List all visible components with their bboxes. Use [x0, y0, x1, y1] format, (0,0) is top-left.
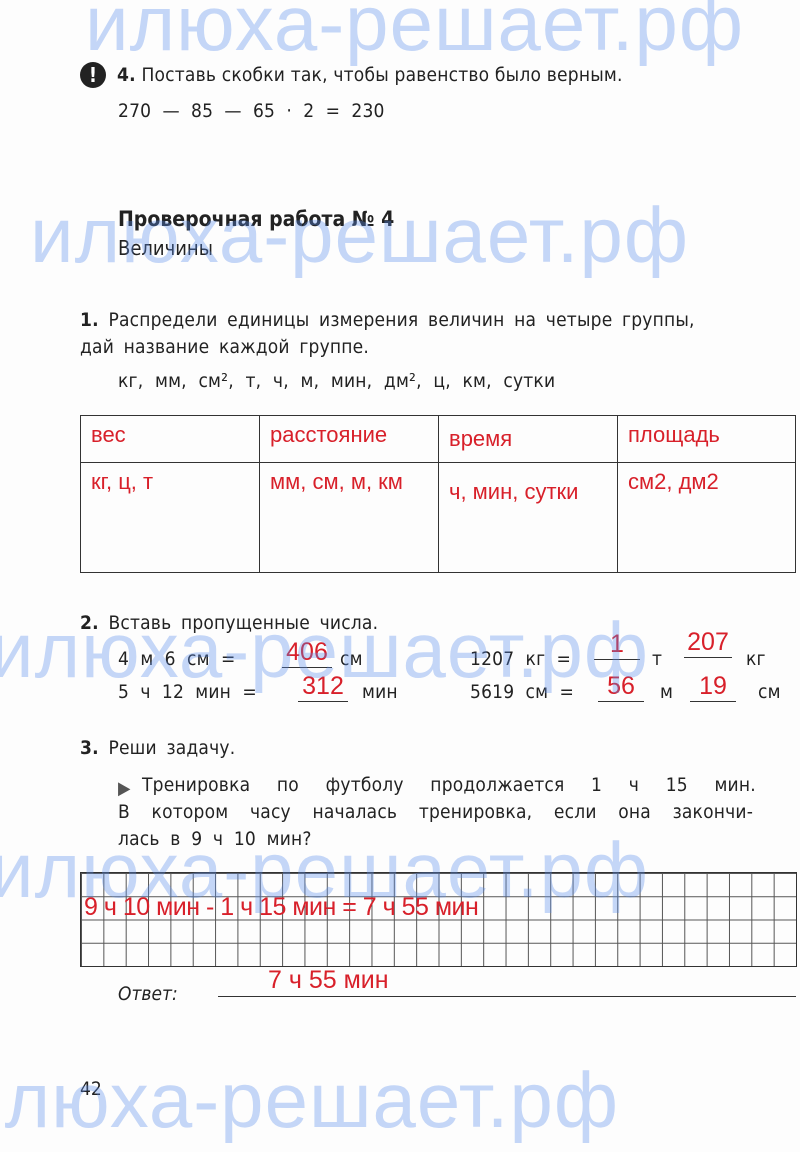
table-cell: ч, мин, сутки [438, 462, 618, 573]
task3-number: 3. [80, 737, 99, 759]
eq2-left: 5 ч 12 мин = [118, 681, 257, 703]
unit: т, [245, 370, 262, 392]
important-icon: ! [80, 62, 106, 88]
page-number: 42 [80, 1078, 102, 1100]
eq1-left: 4 м 6 см = [118, 648, 236, 670]
unit: мин, [330, 370, 373, 392]
task2-number: 2. [80, 612, 99, 634]
problem-line: лась в 9 ч 10 мин? [118, 828, 312, 850]
eq2-answer[interactable]: 312 [298, 672, 348, 702]
watermark: илюха-решает.рф [0, 1056, 619, 1144]
unit: мм, [154, 370, 187, 392]
task1-units: кг, мм, см², т, ч, м, мин, дм², ц, км, с… [118, 370, 555, 392]
task4-number: 4. [117, 64, 136, 86]
header-cell: время [438, 415, 618, 463]
task1-text: Распредели единицы измерения величин на … [108, 309, 695, 331]
eq2-unit: мин [362, 681, 398, 703]
unit: дм², [383, 370, 422, 392]
eq4-answer2[interactable]: 19 [690, 672, 736, 702]
answer-line[interactable] [218, 996, 796, 997]
eq4-unit1: м [660, 681, 674, 703]
table-row: кг, ц, т мм, см, м, км ч, мин, сутки см2… [80, 462, 796, 573]
eq1-unit: см [340, 648, 363, 670]
task3-heading: 3. Реши задачу. [80, 737, 235, 759]
table-cell: см2, дм2 [617, 462, 796, 573]
table-cell: мм, см, м, км [259, 462, 439, 573]
header-cell: площадь [617, 415, 796, 463]
eq4-answer1[interactable]: 56 [598, 672, 644, 702]
task1-number: 1. [80, 309, 99, 331]
unit: см², [198, 370, 234, 392]
task4-heading: 4. Поставь скобки так, чтобы равенство б… [117, 64, 623, 86]
answer-text: 7 ч 55 мин [268, 966, 389, 994]
solution-text: 9 ч 10 мин - 1 ч 15 мин = 7 ч 55 мин [84, 893, 479, 921]
test-title: Проверочная работа № 4 [118, 207, 395, 231]
test-subtitle: Величины [118, 236, 213, 260]
eq1-answer[interactable]: 406 [282, 638, 332, 668]
task2-heading: 2. Вставь пропущенные числа. [80, 612, 378, 634]
task3-text: Реши задачу. [108, 737, 236, 759]
eq4-unit2: см [758, 681, 781, 703]
header-cell: вес [80, 415, 260, 463]
eq3-answer1[interactable]: 1 [594, 630, 640, 660]
task1-line2: дай название каждой группе. [80, 336, 370, 358]
task4-text: Поставь скобки так, чтобы равенство было… [141, 64, 623, 86]
unit: сутки [503, 370, 556, 392]
task4-expression: 270 — 85 — 65 · 2 = 230 [118, 100, 385, 122]
problem-line: В котором часу началась тренировка, если… [118, 801, 754, 823]
eq3-left: 1207 кг = [470, 648, 572, 670]
table-cell: кг, ц, т [80, 462, 260, 573]
unit: ч, [272, 370, 289, 392]
header-cell: расстояние [259, 415, 439, 463]
unit: ц, [433, 370, 451, 392]
task2-text: Вставь пропущенные числа. [108, 612, 379, 634]
answer-label: Ответ: [118, 983, 178, 1005]
unit: м, [300, 370, 320, 392]
unit: км, [462, 370, 492, 392]
solution-grid[interactable] [80, 872, 797, 967]
eq4-left: 5619 см = [470, 681, 575, 703]
watermark: илюха-решает.рф [85, 0, 744, 67]
task1-line1: 1. Распредели единицы измерения величин … [80, 309, 695, 331]
eq3-unit1: т [652, 648, 663, 670]
table-header-row: вес расстояние время площадь [80, 415, 796, 463]
eq3-unit2: кг [746, 648, 766, 670]
groups-table: вес расстояние время площадь кг, ц, т мм… [80, 415, 796, 573]
unit: кг, [118, 370, 144, 392]
eq3-answer2[interactable]: 207 [684, 628, 732, 658]
problem-line: Тренировка по футболу продолжается 1 ч 1… [142, 774, 756, 796]
triangle-marker-icon: ▶ [118, 778, 131, 799]
